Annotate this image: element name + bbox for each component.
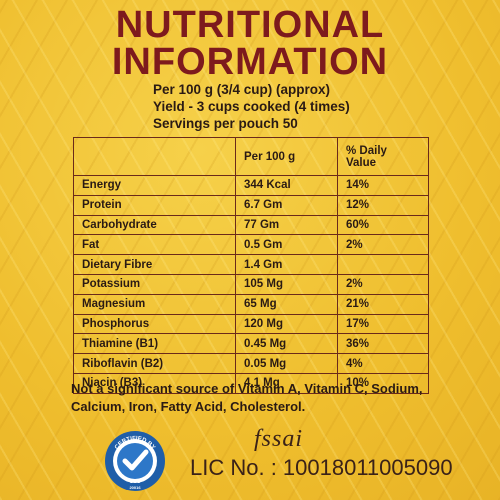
- nutrient-name: Energy: [73, 175, 236, 196]
- nutrient-per-100g: 4.1 Mg: [235, 372, 338, 394]
- certification-badge-icon: CERTIFIED BY SGS 20016: [105, 431, 165, 491]
- nutrient-daily-value: 36%: [337, 333, 429, 355]
- table-row: Niacin (B3) 4.1 Mg 10%: [73, 372, 429, 394]
- nutrient-daily-value: 10%: [337, 372, 429, 394]
- servings-per-pouch: Servings per pouch 50: [153, 116, 298, 131]
- nutrient-name: Fat: [73, 234, 236, 256]
- nutrient-daily-value: 2%: [337, 273, 429, 295]
- nutrient-name: Niacin (B3): [73, 372, 236, 394]
- table-row: Dietary Fibre 1.4 Gm: [73, 254, 429, 275]
- cert-code: 20016: [129, 485, 141, 490]
- license-number: LIC No. : 10018011005090: [190, 455, 453, 480]
- nutrient-daily-value: 4%: [337, 353, 429, 374]
- page-title: NUTRITIONAL INFORMATION: [0, 4, 500, 83]
- table-header-row: Per 100 g % Daily Value: [73, 137, 429, 176]
- table-row: Magnesium 65 Mg 21%: [73, 293, 429, 315]
- serving-yield: Yield - 3 cups cooked (4 times): [153, 99, 350, 114]
- nutrient-daily-value: 60%: [337, 214, 429, 236]
- nutrient-per-100g: 0.45 Mg: [235, 333, 338, 355]
- table-row: Riboflavin (B2) 0.05 Mg 4%: [73, 353, 429, 374]
- nutrient-per-100g: 105 Mg: [235, 273, 338, 295]
- nutrient-daily-value: 12%: [337, 194, 429, 216]
- header-nutrient: [73, 137, 236, 176]
- nutrient-daily-value: 14%: [337, 175, 429, 196]
- nutrition-table: Per 100 g % Daily Value Energy 344 Kcal 14…: [73, 137, 429, 394]
- header-per-100g: Per 100 g: [235, 137, 338, 176]
- nutrient-per-100g: 344 Kcal: [235, 175, 338, 196]
- title-line-2: INFORMATION: [111, 41, 389, 83]
- table-row: Phosphorus 120 Mg 17%: [73, 313, 429, 335]
- nutrient-per-100g: 1.4 Gm: [235, 254, 338, 275]
- header-daily-value: % Daily Value: [337, 137, 429, 176]
- nutrient-per-100g: 0.5 Gm: [235, 234, 338, 256]
- fssai-logo: fssai: [254, 426, 304, 452]
- nutrient-name: Protein: [73, 194, 236, 216]
- nutrient-name: Phosphorus: [73, 313, 236, 335]
- nutrient-name: Potassium: [73, 273, 236, 295]
- nutrient-daily-value: 2%: [337, 234, 429, 256]
- nutrition-note: Not a significant source of Vitamin A, V…: [71, 381, 423, 414]
- nutrient-per-100g: 0.05 Mg: [235, 353, 338, 374]
- nutrient-per-100g: 120 Mg: [235, 313, 338, 335]
- table-row: Thiamine (B1) 0.45 Mg 36%: [73, 333, 429, 355]
- nutrient-name: Riboflavin (B2): [73, 353, 236, 374]
- nutrient-name: Thiamine (B1): [73, 333, 236, 355]
- nutrient-name: Magnesium: [73, 293, 236, 315]
- nutrient-per-100g: 65 Mg: [235, 293, 338, 315]
- nutrient-name: Carbohydrate: [73, 214, 236, 236]
- serving-size: Per 100 g (3/4 cup) (approx): [153, 82, 331, 97]
- title-line-1: NUTRITIONAL: [115, 4, 385, 46]
- table-row: Protein 6.7 Gm 12%: [73, 194, 429, 216]
- nutrient-daily-value: [337, 254, 429, 275]
- table-row: Energy 344 Kcal 14%: [73, 175, 429, 196]
- nutrient-daily-value: 17%: [337, 313, 429, 335]
- nutrient-name: Dietary Fibre: [73, 254, 236, 275]
- nutrient-per-100g: 6.7 Gm: [235, 194, 338, 216]
- table-row: Potassium 105 Mg 2%: [73, 273, 429, 295]
- table-row: Carbohydrate 77 Gm 60%: [73, 214, 429, 236]
- cert-bottom-text: SGS: [130, 479, 141, 485]
- nutrient-per-100g: 77 Gm: [235, 214, 338, 236]
- table-row: Fat 0.5 Gm 2%: [73, 234, 429, 256]
- nutrient-daily-value: 21%: [337, 293, 429, 315]
- serving-info: Per 100 g (3/4 cup) (approx) Yield - 3 c…: [153, 81, 350, 132]
